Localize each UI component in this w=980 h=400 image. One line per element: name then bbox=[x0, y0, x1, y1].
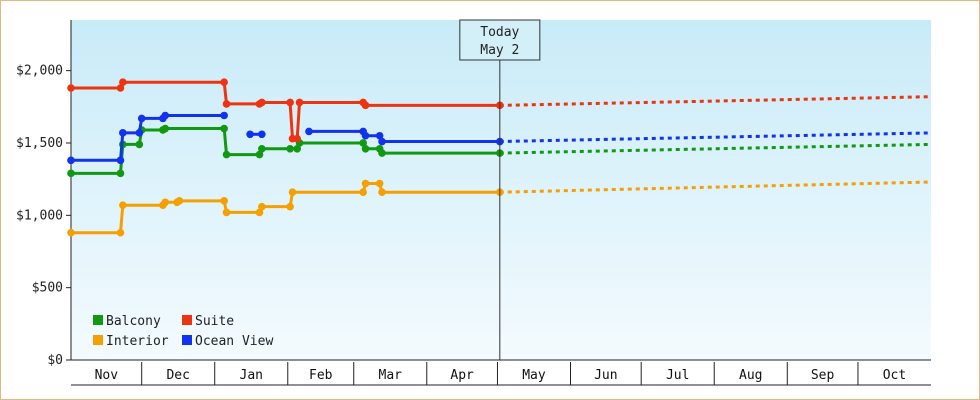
data-point-suite bbox=[119, 78, 127, 87]
data-point-interior bbox=[288, 188, 297, 196]
data-point-balcony bbox=[378, 149, 386, 157]
y-tick-label: $1,000 bbox=[16, 208, 63, 223]
legend-label-balcony: Balcony bbox=[106, 314, 161, 329]
y-tick-label: $0 bbox=[47, 353, 63, 368]
legend-swatch-ocean-view bbox=[182, 335, 192, 345]
data-point-balcony bbox=[258, 144, 266, 153]
data-point-ocean-view bbox=[378, 137, 386, 146]
data-point-suite bbox=[222, 100, 231, 108]
data-point-balcony bbox=[116, 169, 125, 178]
x-tick-label: Mar bbox=[379, 368, 403, 383]
data-point-ocean-view bbox=[116, 156, 125, 165]
x-tick-label: Nov bbox=[95, 368, 119, 383]
y-tick-label: $2,000 bbox=[16, 64, 63, 79]
today-date: May 2 bbox=[480, 43, 519, 58]
x-tick-label: May bbox=[522, 368, 546, 383]
data-point-balcony bbox=[161, 124, 170, 133]
data-point-balcony bbox=[255, 150, 264, 159]
data-point-suite bbox=[293, 134, 301, 143]
today-label: Today bbox=[480, 25, 519, 40]
y-tick-label: $1,500 bbox=[16, 136, 63, 151]
data-point-interior bbox=[119, 201, 127, 209]
data-point-suite bbox=[361, 101, 370, 110]
data-point-interior bbox=[116, 228, 125, 237]
axes: $0 $500 $1,000 $1,500 $2,000 Nov Dec Jan Feb Mar A… bbox=[16, 20, 931, 386]
x-tick-label: Feb bbox=[309, 368, 333, 383]
x-tick-label: Dec bbox=[166, 368, 189, 383]
data-point-ocean-view bbox=[119, 129, 127, 137]
data-point-interior bbox=[378, 188, 386, 196]
x-tick-label: Oct bbox=[883, 368, 906, 383]
data-point-interior bbox=[258, 202, 266, 211]
data-point-ocean-view bbox=[361, 131, 370, 140]
data-point-interior bbox=[222, 208, 231, 217]
data-point-interior bbox=[255, 208, 264, 217]
data-point-balcony bbox=[286, 144, 294, 153]
data-point-ocean-view bbox=[258, 130, 266, 139]
data-point-suite bbox=[295, 98, 304, 107]
x-tick-label: Aug bbox=[739, 368, 762, 383]
data-point-balcony bbox=[222, 150, 231, 159]
data-point-interior bbox=[286, 202, 294, 211]
data-point-balcony bbox=[361, 144, 370, 153]
series-line-suite bbox=[71, 80, 500, 141]
data-point-interior bbox=[220, 197, 228, 205]
data-point-ocean-view bbox=[305, 127, 313, 136]
legend: Balcony Suite Interior Ocean View bbox=[93, 314, 273, 349]
data-point-interior bbox=[359, 188, 367, 196]
today-box bbox=[459, 19, 541, 61]
data-point-ocean-view bbox=[137, 114, 146, 123]
data-point-suite bbox=[286, 98, 294, 107]
data-point-balcony bbox=[135, 140, 144, 149]
data-point-ocean-view bbox=[161, 111, 170, 120]
y-tick-label: $500 bbox=[32, 281, 63, 296]
data-point-balcony bbox=[67, 169, 75, 178]
x-tick-label: Jan bbox=[240, 368, 263, 383]
data-point-balcony bbox=[293, 144, 301, 153]
data-point-interior bbox=[67, 228, 75, 237]
legend-swatch-suite bbox=[182, 315, 192, 325]
data-point-interior bbox=[161, 198, 170, 207]
legend-swatch-balcony bbox=[93, 315, 103, 325]
data-point-suite bbox=[220, 78, 228, 87]
x-tick-label: Jun bbox=[594, 368, 617, 383]
x-tick-label: Apr bbox=[450, 368, 474, 383]
data-point-suite bbox=[258, 98, 266, 107]
data-point-ocean-view bbox=[135, 129, 144, 137]
data-point-ocean-view bbox=[220, 111, 228, 120]
data-point-ocean-view bbox=[67, 156, 75, 165]
series-lines bbox=[67, 78, 932, 237]
data-point-interior bbox=[175, 197, 184, 205]
data-point-interior bbox=[375, 179, 384, 188]
x-tick-label: Sep bbox=[811, 368, 835, 383]
legend-swatch-interior bbox=[93, 335, 103, 345]
data-point-balcony bbox=[220, 124, 228, 133]
data-point-balcony bbox=[359, 139, 367, 147]
series-line-ocean-view bbox=[309, 129, 500, 143]
legend-label-interior: Interior bbox=[106, 334, 169, 349]
legend-label-ocean-view: Ocean View bbox=[195, 334, 273, 349]
today-marker: Today May 2 bbox=[459, 19, 541, 360]
data-point-ocean-view bbox=[375, 131, 384, 140]
data-point-interior bbox=[361, 179, 370, 188]
data-point-suite bbox=[116, 84, 125, 92]
data-point-ocean-view bbox=[246, 130, 254, 139]
legend-label-suite: Suite bbox=[195, 314, 234, 329]
x-tick-label: Jul bbox=[666, 368, 689, 383]
data-point-suite bbox=[67, 84, 75, 92]
